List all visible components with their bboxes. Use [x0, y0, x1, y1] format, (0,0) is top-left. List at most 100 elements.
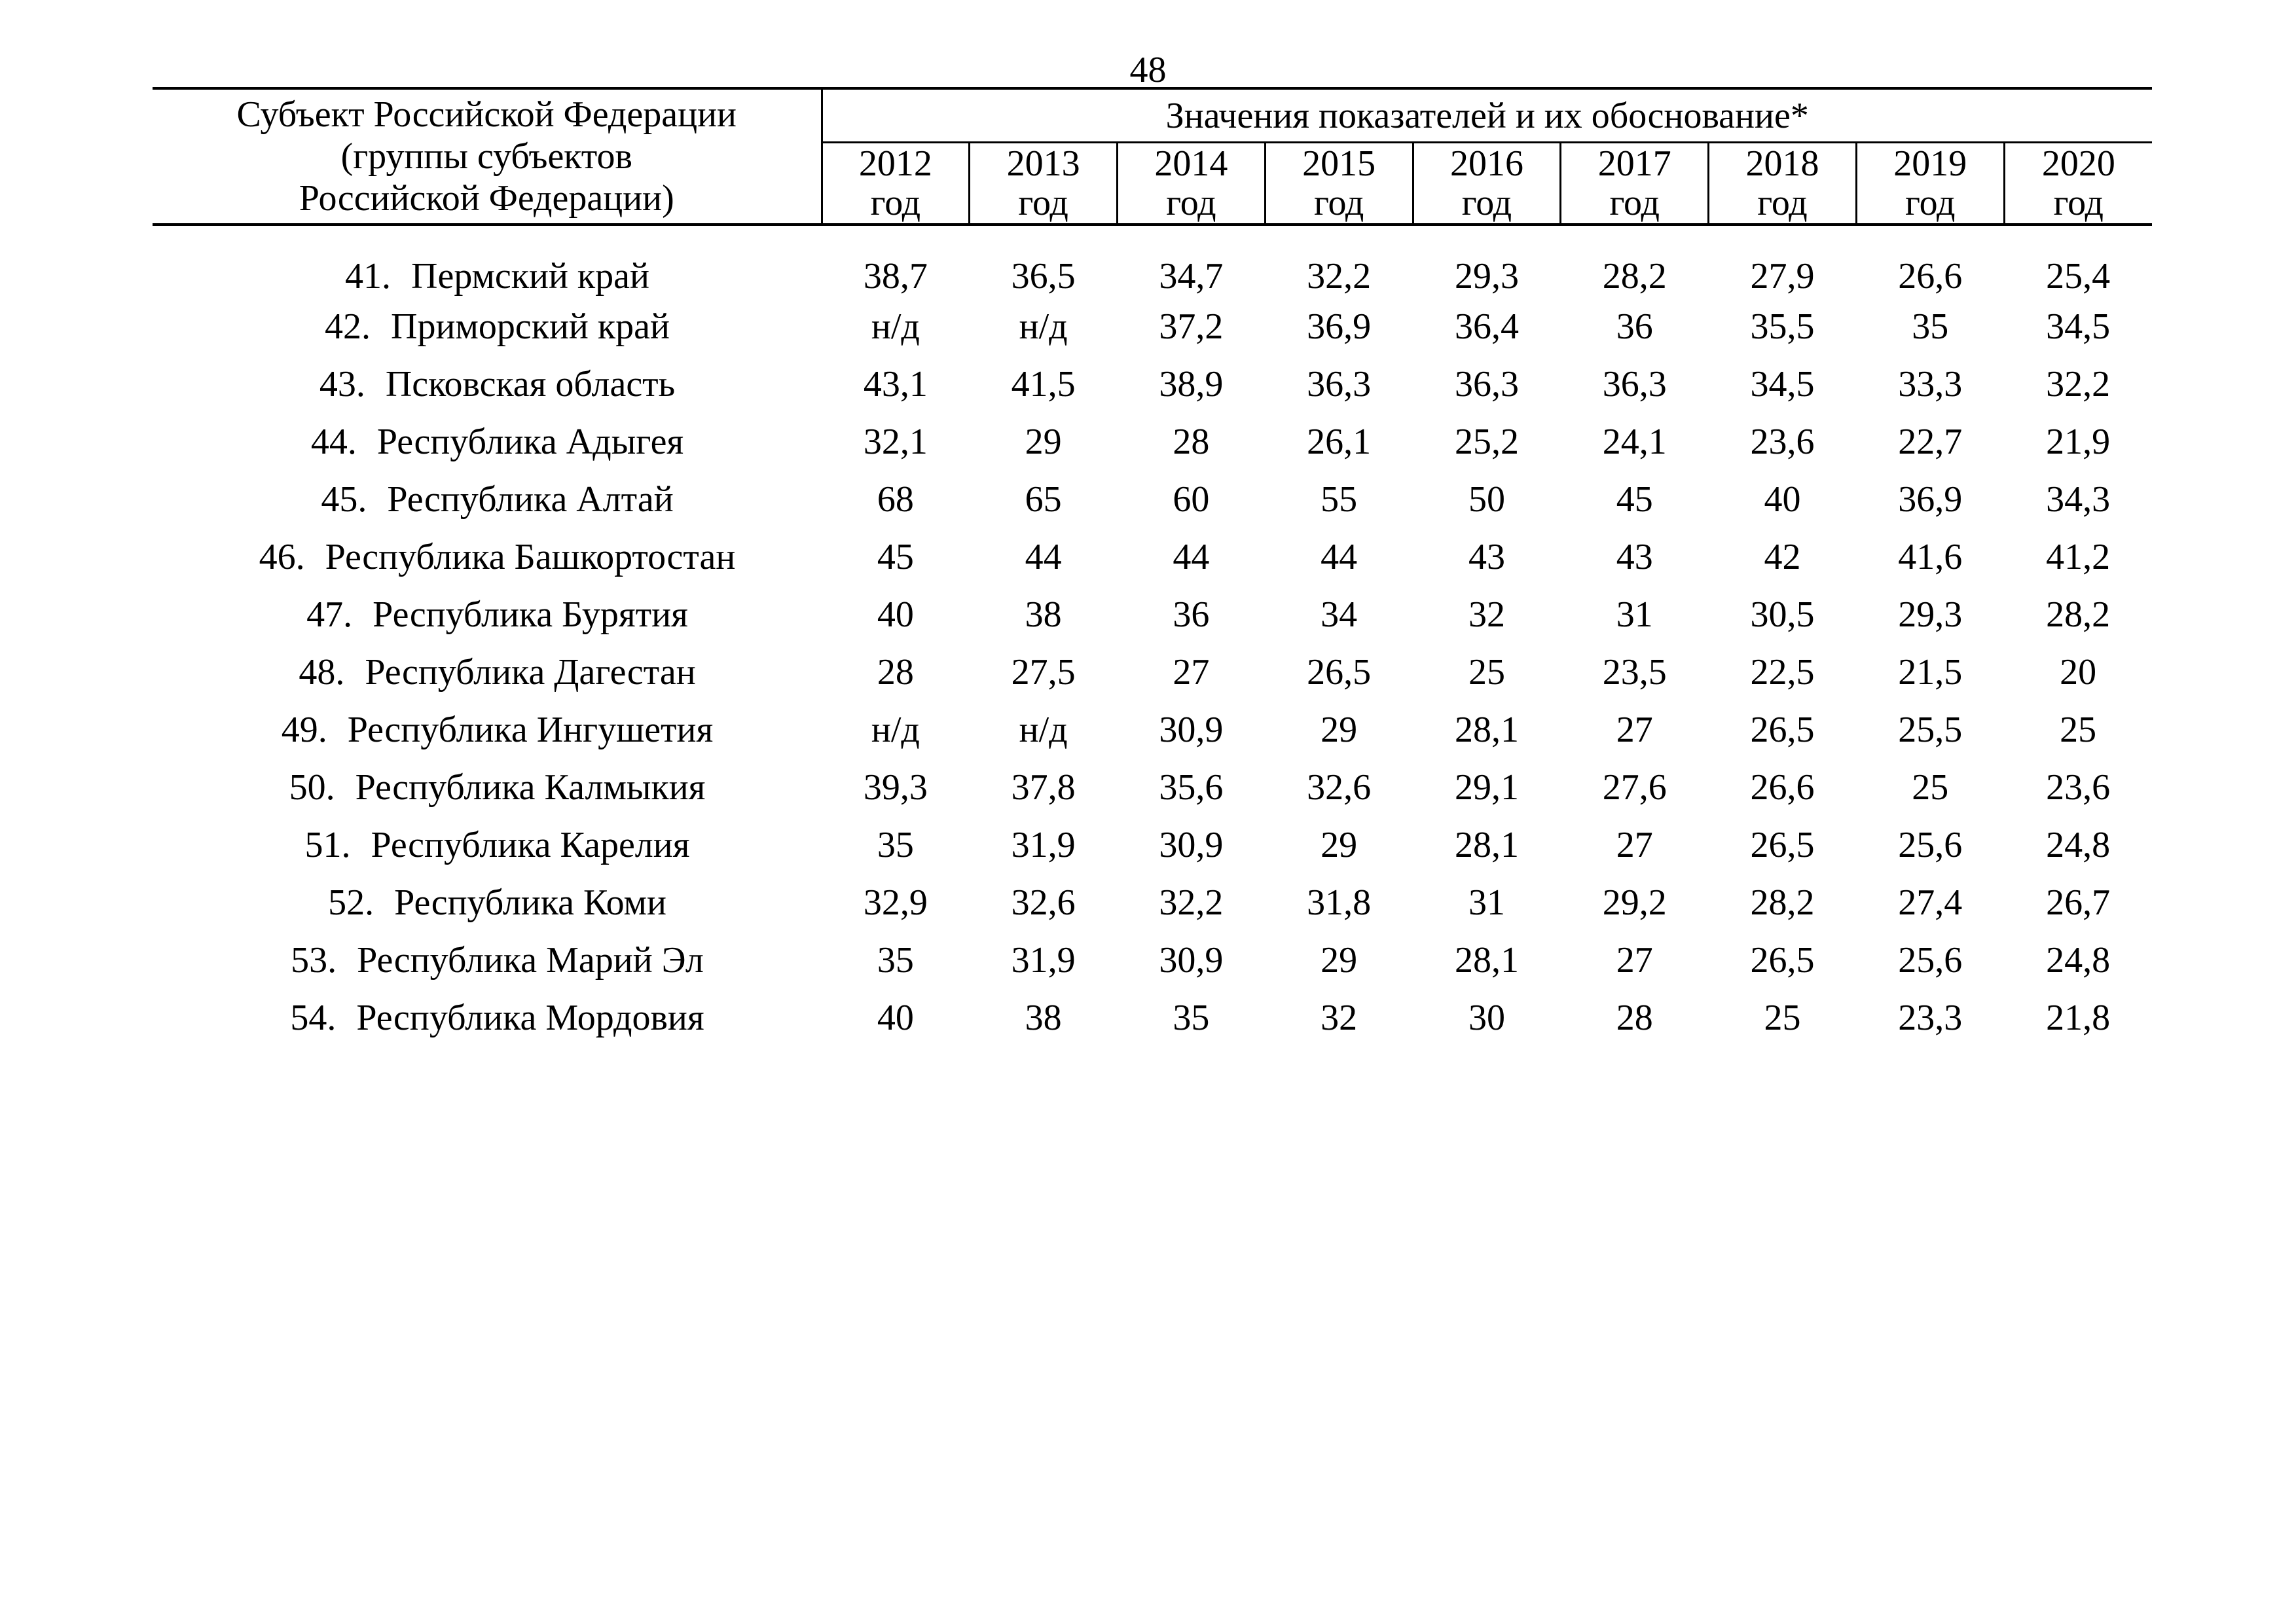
- subject-cell: 48. Республика Дагестан: [153, 643, 822, 701]
- row-number: 52.: [328, 882, 374, 923]
- value-cell: 27,5: [1011, 652, 1076, 693]
- value-cell: 30,9: [1159, 940, 1224, 981]
- subject-cell: 45. Республика Алтай: [153, 471, 822, 528]
- subject-cell: 50. Республика Калмыкия: [153, 759, 822, 816]
- value-cell: н/д: [1019, 710, 1068, 750]
- value-cell: 37,8: [1011, 767, 1076, 808]
- subject-name: Республика Марий Эл: [357, 940, 704, 981]
- value-cell: 36: [1616, 306, 1653, 347]
- value-cell: 40: [877, 998, 914, 1038]
- value-cell: 27,9: [1750, 256, 1815, 297]
- value-cell: 50: [1468, 479, 1505, 520]
- value-cell: 36: [1173, 594, 1210, 635]
- value-cell: 34: [1321, 594, 1358, 635]
- value-cell: 28,2: [1750, 882, 1815, 923]
- value-cell: 27,6: [1602, 767, 1667, 808]
- value-cell: 41,5: [1011, 364, 1076, 405]
- subject-cell: 49. Республика Ингушетия: [153, 701, 822, 759]
- value-cell: 25,5: [1898, 710, 1963, 750]
- value-cell: 22,7: [1898, 422, 1963, 462]
- value-cell: 26,5: [1307, 652, 1372, 693]
- subject-column-header: Субъект Российской Федерации (группы суб…: [153, 88, 823, 226]
- subject-cell: 47. Республика Бурятия: [153, 586, 822, 643]
- subject-name: Приморский край: [391, 306, 670, 347]
- value-cell: 30,9: [1159, 710, 1224, 750]
- value-cell: 36,5: [1011, 256, 1076, 297]
- value-cell: 29: [1025, 422, 1062, 462]
- value-cell: 34,5: [2046, 306, 2111, 347]
- year-header-row: 2012 год 2013 год 2014 год 2015 год 2016 год…: [153, 142, 2152, 226]
- row-number: 41.: [345, 256, 392, 297]
- value-cell: 35,5: [1750, 306, 1815, 347]
- page-number: 48: [1129, 50, 1167, 90]
- value-cell: 29: [1321, 825, 1358, 865]
- row-number: 46.: [259, 537, 305, 577]
- row-number: 54.: [290, 998, 337, 1038]
- value-cell: 34,3: [2046, 479, 2111, 520]
- value-cell: 28,1: [1454, 940, 1519, 981]
- row-number: 51.: [304, 825, 351, 865]
- subject-cell: 54. Республика Мордовия: [153, 989, 822, 1047]
- table-body: 41. Пермский край 38,7 36,5 34,7 32,2 29,3 28,2…: [153, 225, 2152, 1047]
- value-cell: 25: [2060, 710, 2097, 750]
- value-cell: 34,5: [1750, 364, 1815, 405]
- table-row: 54. Республика Мордовия 40 38 35 32 30 28 25 23,3…: [153, 989, 2152, 1047]
- value-cell: 27: [1616, 710, 1653, 750]
- year-header-2020: 2020 год: [2003, 142, 2152, 226]
- table-row: 44. Республика Адыгея 32,1 29 28 26,1 25,2 24,1…: [153, 413, 2152, 471]
- value-cell: 30,9: [1159, 825, 1224, 865]
- value-cell: 44: [1025, 537, 1062, 577]
- subject-cell: 51. Республика Карелия: [153, 816, 822, 874]
- value-cell: 28,1: [1454, 825, 1519, 865]
- value-cell: 29: [1321, 710, 1358, 750]
- indicators-table: Субъект Российской Федерации (группы суб…: [153, 87, 2152, 1047]
- value-cell: 27: [1616, 825, 1653, 865]
- value-cell: 55: [1321, 479, 1358, 520]
- subject-name: Республика Ингушетия: [347, 710, 714, 750]
- values-header: Значения показателей и их обоснование*: [820, 88, 2152, 144]
- table-row: 45. Республика Алтай 68 65 60 55 50 45 40 36,9 34,…: [153, 471, 2152, 528]
- value-cell: 65: [1025, 479, 1062, 520]
- value-cell: 68: [877, 479, 914, 520]
- value-cell: 26,6: [1898, 256, 1963, 297]
- value-cell: 29,2: [1602, 882, 1667, 923]
- value-cell: 36,9: [1307, 306, 1372, 347]
- value-cell: 32: [1468, 594, 1505, 635]
- value-cell: 36,4: [1454, 306, 1519, 347]
- table-row: 53. Республика Марий Эл 35 31,9 30,9 29 28,1 27…: [153, 931, 2152, 989]
- value-cell: 31,9: [1011, 825, 1076, 865]
- value-cell: 23,6: [2046, 767, 2111, 808]
- value-cell: 43: [1616, 537, 1653, 577]
- value-cell: 24,1: [1602, 422, 1667, 462]
- value-cell: 36,3: [1307, 364, 1372, 405]
- table-row: 51. Республика Карелия 35 31,9 30,9 29 28,1 27 2…: [153, 816, 2152, 874]
- year-header-2015: 2015 год: [1264, 142, 1413, 226]
- subject-cell: 44. Республика Адыгея: [153, 413, 822, 471]
- row-number: 47.: [306, 594, 353, 635]
- value-cell: 44: [1321, 537, 1358, 577]
- value-cell: 36,3: [1602, 364, 1667, 405]
- subject-cell: 53. Республика Марий Эл: [153, 931, 822, 989]
- value-cell: 37,2: [1159, 306, 1224, 347]
- value-cell: 32,2: [1307, 256, 1372, 297]
- row-number: 49.: [281, 710, 327, 750]
- year-header-2013: 2013 год: [968, 142, 1118, 226]
- year-header-2014: 2014 год: [1116, 142, 1266, 226]
- value-cell: 44: [1173, 537, 1210, 577]
- value-cell: 38,7: [863, 256, 928, 297]
- value-cell: 60: [1173, 479, 1210, 520]
- value-cell: 45: [877, 537, 914, 577]
- value-cell: н/д: [1019, 306, 1068, 347]
- value-cell: 21,9: [2046, 422, 2111, 462]
- value-cell: н/д: [871, 306, 920, 347]
- table-row: 50. Республика Калмыкия 39,3 37,8 35,6 32,6 29…: [153, 759, 2152, 816]
- value-cell: 32,6: [1011, 882, 1076, 923]
- value-cell: 34,7: [1159, 256, 1224, 297]
- value-cell: 28,2: [1602, 256, 1667, 297]
- subject-name: Республика Адыгея: [376, 422, 684, 462]
- value-cell: 28: [877, 652, 914, 693]
- value-cell: 25,4: [2046, 256, 2111, 297]
- value-cell: 43: [1468, 537, 1505, 577]
- value-cell: 29: [1321, 940, 1358, 981]
- row-number: 48.: [299, 652, 345, 693]
